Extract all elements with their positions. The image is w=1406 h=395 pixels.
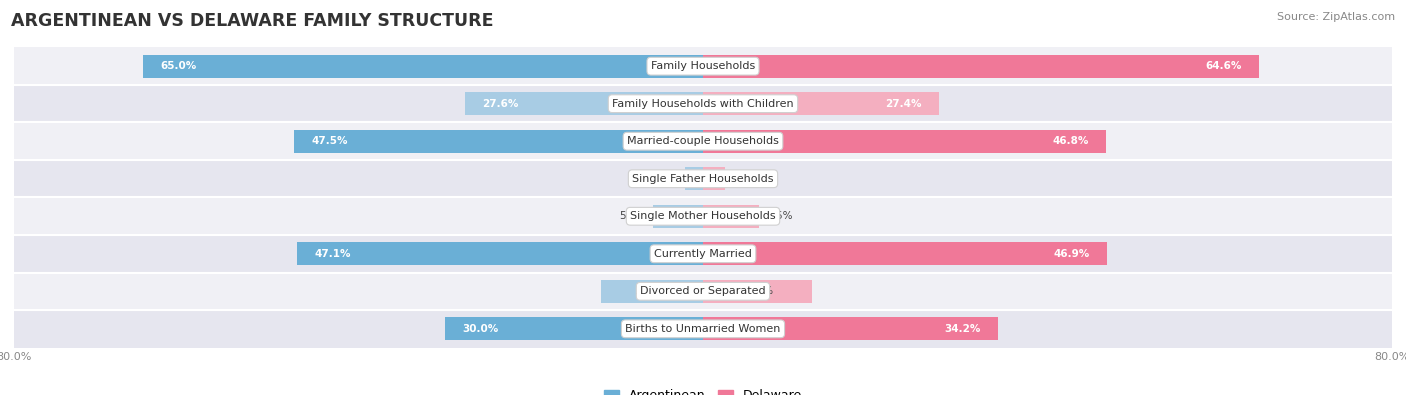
Text: 46.9%: 46.9% [1053,249,1090,259]
Bar [14,198,1392,235]
Bar [652,205,703,228]
Bar [703,167,724,190]
Bar [14,85,1392,122]
Text: 64.6%: 64.6% [1206,61,1241,71]
Text: 27.4%: 27.4% [886,99,922,109]
Bar [14,235,1392,273]
Text: 27.6%: 27.6% [482,99,519,109]
Bar [14,273,1392,310]
Bar [703,280,813,303]
Text: 6.5%: 6.5% [766,211,793,221]
Bar [703,130,1107,153]
Bar [14,122,1392,160]
Text: ARGENTINEAN VS DELAWARE FAMILY STRUCTURE: ARGENTINEAN VS DELAWARE FAMILY STRUCTURE [11,12,494,30]
Text: 47.5%: 47.5% [311,136,347,146]
Text: 34.2%: 34.2% [943,324,980,334]
Bar [703,317,997,340]
Legend: Argentinean, Delaware: Argentinean, Delaware [599,384,807,395]
Text: 47.1%: 47.1% [315,249,352,259]
Bar [298,242,703,265]
Text: 65.0%: 65.0% [160,61,197,71]
Bar [14,160,1392,198]
Text: Divorced or Separated: Divorced or Separated [640,286,766,296]
Text: Married-couple Households: Married-couple Households [627,136,779,146]
Text: 30.0%: 30.0% [461,324,498,334]
Text: Single Mother Households: Single Mother Households [630,211,776,221]
Text: 2.1%: 2.1% [651,174,678,184]
Bar [444,317,703,340]
Bar [14,47,1392,85]
Text: Family Households: Family Households [651,61,755,71]
Text: Births to Unmarried Women: Births to Unmarried Women [626,324,780,334]
Text: Source: ZipAtlas.com: Source: ZipAtlas.com [1277,12,1395,22]
Bar [703,55,1260,78]
Bar [703,205,759,228]
Text: Single Father Households: Single Father Households [633,174,773,184]
Bar [143,55,703,78]
Bar [14,310,1392,348]
Text: 46.8%: 46.8% [1053,136,1088,146]
Text: 5.8%: 5.8% [620,211,647,221]
Text: Currently Married: Currently Married [654,249,752,259]
Bar [703,242,1107,265]
Bar [703,92,939,115]
Bar [294,130,703,153]
Text: 11.9%: 11.9% [636,286,668,296]
Text: Family Households with Children: Family Households with Children [612,99,794,109]
Bar [465,92,703,115]
Text: 12.7%: 12.7% [741,286,775,296]
Bar [685,167,703,190]
Text: 2.5%: 2.5% [731,174,758,184]
Bar [600,280,703,303]
